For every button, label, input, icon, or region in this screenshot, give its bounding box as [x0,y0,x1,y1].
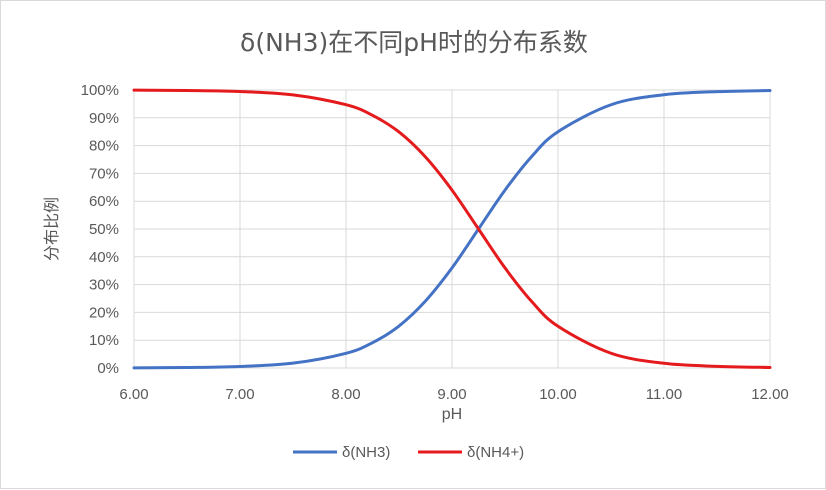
y-tick-label: 60% [89,193,119,210]
y-tick-label: 30% [89,277,119,294]
x-tick-label: 8.00 [331,386,360,403]
x-tick-label: 12.00 [751,386,789,403]
series-lines [132,88,772,370]
legend-label-2: δ(NH4+) [467,444,524,461]
y-tick-label: 40% [89,249,119,266]
x-tick-label: 9.00 [437,386,466,403]
y-tick-label: 50% [89,221,119,238]
y-tick-label: 100% [81,82,119,99]
y-axis-label: 分布比例 [43,197,61,261]
x-tick-labels: 6.00 7.00 8.00 9.00 10.00 11.00 12.00 [119,386,788,403]
y-tick-labels: 0% 10% 20% 30% 40% 50% 60% 70% 80% 90% 100% [81,82,119,377]
x-tick-label: 10.00 [539,386,577,403]
y-tick-label: 80% [89,138,119,155]
x-tick-label: 11.00 [646,386,682,403]
y-tick-label: 10% [89,332,119,349]
series-line-1 [132,89,772,370]
y-tick-label: 0% [97,360,119,377]
y-tick-label: 90% [89,110,119,127]
y-tick-label: 70% [89,165,119,182]
x-tick-label: 7.00 [225,386,254,403]
y-tick-label: 20% [89,304,119,321]
series-line-2 [132,88,772,369]
legend-label-1: δ(NH3) [342,444,390,461]
x-tick-label: 6.00 [119,386,148,403]
legend: δ(NH3) δ(NH4+) [293,444,524,461]
horizontal-gridlines [134,89,770,369]
x-axis-label: pH [442,406,462,423]
chart-title: δ(NH3)在不同pH时的分布系数 [240,28,588,57]
